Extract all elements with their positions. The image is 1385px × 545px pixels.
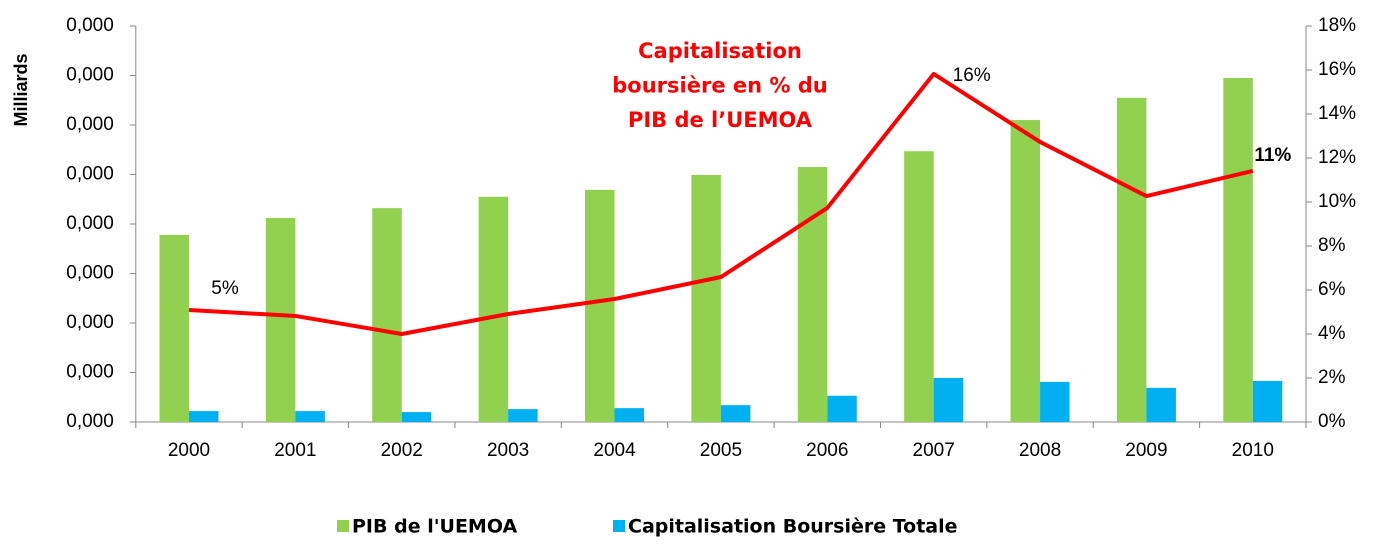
x-tick-label: 2001 <box>274 440 316 461</box>
y-tick-label: 0,000 <box>66 15 114 36</box>
data-label: 16% <box>953 65 991 86</box>
y-tick-label: 0,000 <box>66 411 114 432</box>
x-tick-label: 2003 <box>487 440 529 461</box>
y-tick-label: 0,000 <box>66 164 114 185</box>
bar <box>1040 381 1070 422</box>
annotation: Capitalisation <box>638 39 802 63</box>
y-tick-label: 0,000 <box>66 213 114 234</box>
y2-tick-label: 2% <box>1318 367 1346 388</box>
bar <box>1010 120 1041 423</box>
y2-tick-label: 10% <box>1318 191 1356 212</box>
x-tick-label: 2007 <box>913 440 955 461</box>
y-axis-label: Milliards <box>11 53 31 126</box>
x-tick-label: 2002 <box>381 440 423 461</box>
data-label: 11% <box>1254 145 1291 166</box>
x-tick-label: 2008 <box>1019 440 1061 461</box>
y-tick-label: 0,000 <box>66 312 114 333</box>
y-tick-label: 0,000 <box>66 65 114 86</box>
legend-label: Capitalisation Boursière Totale <box>628 516 958 538</box>
y2-tick-label: 6% <box>1318 279 1346 300</box>
legend-swatch <box>337 520 349 532</box>
y2-tick-label: 14% <box>1318 103 1356 124</box>
y-tick-label: 0,000 <box>66 263 114 284</box>
y2-tick-label: 12% <box>1318 147 1356 168</box>
bar <box>797 167 828 422</box>
bar <box>401 412 432 422</box>
line <box>188 71 1254 336</box>
y2-tick-label: 4% <box>1318 323 1346 344</box>
bar <box>933 377 964 422</box>
data-label: 5% <box>211 278 239 299</box>
x-tick-label: 2009 <box>1125 440 1167 461</box>
x-tick-label: 2004 <box>593 440 636 461</box>
x-tick-label: 2005 <box>700 440 742 461</box>
bar <box>265 218 296 422</box>
y2-tick-label: 16% <box>1318 59 1356 80</box>
y-tick-label: 0,000 <box>66 362 114 383</box>
annotation: boursière en % du <box>612 74 827 98</box>
bar <box>691 174 721 422</box>
bar <box>720 405 751 422</box>
bar <box>904 151 934 423</box>
y-tick-label: 0,000 <box>66 114 114 135</box>
y2-tick-label: 0% <box>1318 411 1346 432</box>
bar <box>1223 77 1253 422</box>
legend-swatch <box>613 520 625 532</box>
bar <box>1146 387 1176 422</box>
legend-label: PIB de l'UEMOA <box>352 516 517 538</box>
bar <box>827 395 857 422</box>
y2-tick-label: 8% <box>1318 235 1346 256</box>
bar <box>585 189 615 422</box>
bar <box>295 411 325 422</box>
bar <box>159 234 189 422</box>
bar <box>372 208 402 422</box>
x-tick-label: 2000 <box>168 440 210 461</box>
bar <box>1252 380 1283 422</box>
annotation: PIB de l’UEMOA <box>628 108 813 132</box>
x-tick-label: 2010 <box>1232 440 1274 461</box>
bar <box>508 409 538 422</box>
bar <box>188 411 219 422</box>
bar <box>1116 97 1147 423</box>
y2-tick-label: 18% <box>1318 15 1356 36</box>
x-tick-label: 2006 <box>806 440 848 461</box>
bar <box>478 196 509 422</box>
bar <box>614 408 645 422</box>
